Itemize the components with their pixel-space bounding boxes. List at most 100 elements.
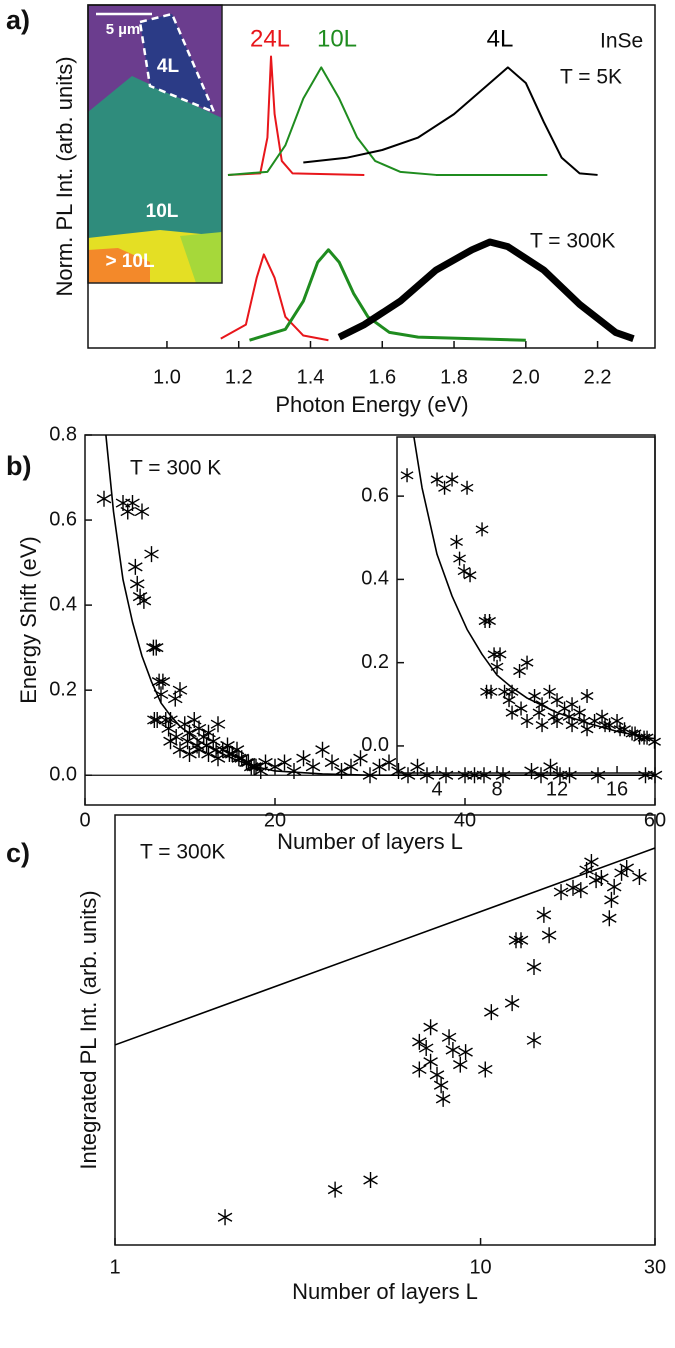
scatter-point <box>147 711 162 728</box>
scatter-point <box>565 697 579 712</box>
y-axis-label: Integrated PL Int. (arb. units) <box>76 890 101 1169</box>
y-tick-label: 0.6 <box>361 484 389 506</box>
panel-label: b) <box>6 451 31 481</box>
scatter-point <box>172 682 188 699</box>
scatter-point <box>450 534 463 549</box>
scatter-point <box>315 741 330 758</box>
scatter-point <box>410 758 425 775</box>
plot-frame <box>114 814 656 1246</box>
scatter-point <box>604 891 619 908</box>
scatter-point <box>513 663 526 678</box>
scatter-point <box>128 558 143 575</box>
scatter-point <box>129 575 145 592</box>
y-tick-label: 0.6 <box>49 508 77 530</box>
scatter-point <box>458 1044 473 1061</box>
series-label: 24L <box>250 25 290 52</box>
scatter-point <box>210 716 226 733</box>
scatter-point <box>148 639 164 656</box>
image-label: 4L <box>157 56 180 77</box>
scatter-point <box>433 1077 449 1094</box>
scatter-point <box>277 754 292 771</box>
x-tick-label: 1.0 <box>153 366 181 388</box>
scatter-point <box>435 1090 451 1107</box>
scatter-point <box>222 745 237 762</box>
flake-10l <box>88 76 222 242</box>
y-tick-label: 0.2 <box>361 651 389 673</box>
data-line <box>303 66 598 176</box>
flake-thick-orange <box>88 248 150 283</box>
scatter-point <box>217 1209 233 1226</box>
y-tick-label: 0.4 <box>361 568 389 590</box>
data-line <box>337 238 635 342</box>
scatter-point <box>543 758 558 775</box>
x-tick-label: 2.0 <box>512 366 540 388</box>
scatter-point <box>286 762 302 779</box>
scatter-point <box>477 1061 493 1078</box>
scatter-point <box>400 468 414 483</box>
scatter-point <box>553 884 569 901</box>
scatter-point <box>305 758 321 775</box>
scatter-point <box>493 647 507 662</box>
scatter-point <box>463 568 477 583</box>
scatter-point <box>550 693 564 708</box>
scatter-point <box>543 684 556 699</box>
scatter-point <box>526 958 542 975</box>
scatter-point <box>453 551 466 566</box>
x-tick-label: 12 <box>546 778 568 800</box>
scatter-point <box>513 932 529 949</box>
scatter-point <box>438 480 451 495</box>
scatter-point <box>445 472 459 487</box>
scatter-point <box>595 709 609 724</box>
x-tick-label: 30 <box>644 1256 666 1278</box>
scatter-point <box>520 713 534 728</box>
annotation: InSe <box>600 30 643 53</box>
scatter-point <box>594 870 609 887</box>
scatter-point <box>429 1066 445 1083</box>
scatter-point <box>532 705 546 720</box>
flake-thick-green <box>180 232 222 283</box>
y-tick-label: 0.0 <box>361 734 389 756</box>
plot-frame <box>396 436 656 774</box>
micrograph <box>87 4 223 284</box>
x-tick-label: 16 <box>606 778 628 800</box>
data-line <box>227 55 365 176</box>
scatter-point <box>514 701 528 716</box>
scatter-point <box>210 750 226 767</box>
scatter-point <box>580 688 594 703</box>
scatter-point <box>132 588 148 605</box>
scatter-point <box>418 1040 434 1057</box>
flake-4l <box>138 12 217 115</box>
scatter-point <box>619 859 634 876</box>
y-tick-label: 0.4 <box>49 593 77 615</box>
scatter-point <box>483 614 496 629</box>
scatter-point <box>520 655 534 670</box>
scatter-point <box>353 750 368 767</box>
x-tick-label: 1.4 <box>297 366 325 388</box>
scatter-point <box>153 686 169 703</box>
scatter-point <box>430 472 444 487</box>
scatter-point <box>580 722 594 737</box>
x-tick-label: 0 <box>79 809 90 831</box>
scatter-point <box>182 745 197 762</box>
scatter-point <box>423 1019 438 1036</box>
scatter-point <box>146 639 161 656</box>
scatter-point <box>535 718 549 733</box>
scatter-point <box>541 927 557 944</box>
annotation: T = 5K <box>560 66 622 89</box>
scatter-point <box>161 720 176 737</box>
x-axis-label: Photon Energy (eV) <box>275 392 468 417</box>
scatter-point <box>231 750 247 767</box>
data-line <box>220 253 329 342</box>
series-label: 4L <box>487 25 514 52</box>
annotation: T = 300K <box>140 841 225 864</box>
scatter-point <box>573 882 589 899</box>
scatter-point <box>296 750 311 767</box>
scatter-point <box>445 1042 461 1059</box>
scatter-point <box>484 1004 499 1021</box>
scatter-point <box>528 688 541 703</box>
scatter-point <box>648 734 661 749</box>
image-label: 5 µm <box>106 21 141 38</box>
scatter-point <box>502 693 516 708</box>
scatter-point <box>606 878 622 895</box>
scatter-point <box>136 592 152 609</box>
